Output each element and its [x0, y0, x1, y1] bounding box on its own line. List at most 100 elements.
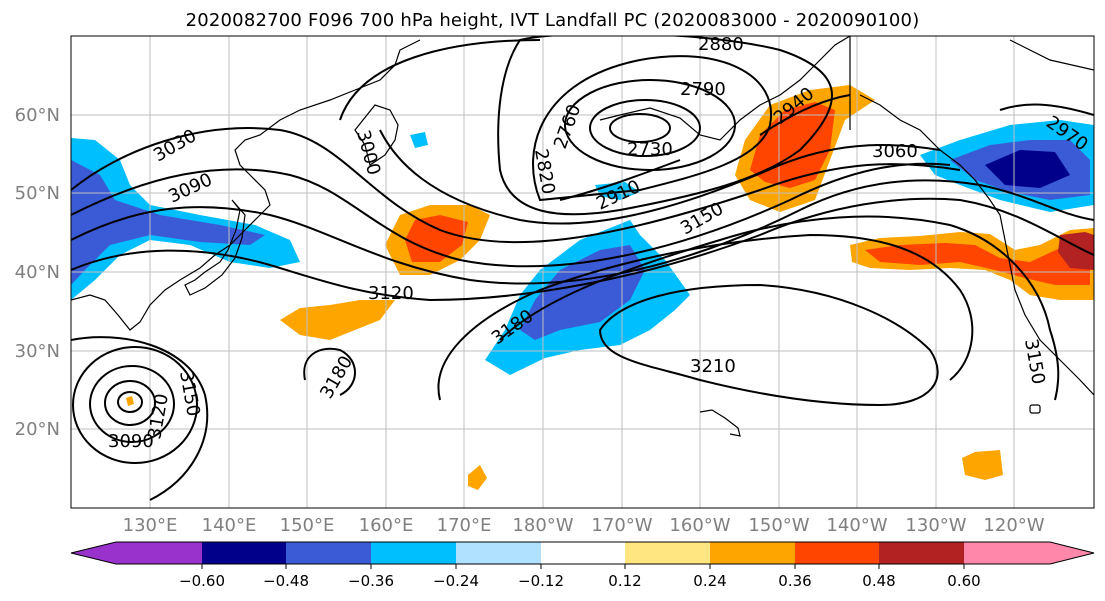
typhoon-ring-1 — [117, 391, 143, 413]
contour-3060 — [71, 162, 951, 268]
contour-low-center-1 — [609, 113, 671, 143]
colorbar-bin — [541, 542, 625, 564]
contour-3180 — [437, 233, 974, 401]
lon-label: 160°W — [669, 515, 730, 536]
pos-region-eastpacific-core — [865, 243, 1090, 285]
colorbar-tick-label: 0.24 — [693, 572, 726, 590]
colorbar-ticks — [201, 564, 965, 569]
contour-3030 — [71, 127, 961, 244]
neg-region-east-max — [985, 150, 1070, 188]
typhoon-ring-4 — [72, 346, 198, 464]
contour-3150 — [499, 215, 1060, 401]
contour-2970 — [999, 103, 1094, 116]
lon-label: 180°W — [512, 515, 573, 536]
colorbar-bin — [456, 542, 541, 564]
contour-label: 2880 — [698, 34, 744, 55]
height-contours — [71, 36, 1094, 501]
coast-alaska — [599, 36, 851, 141]
colorbar-tick-labels: −0.60 −0.48 −0.36 −0.24 −0.12 0.12 0.24 … — [179, 572, 981, 590]
lat-label: 50°N — [15, 183, 60, 204]
colorbar-tick-label: 0.12 — [608, 572, 641, 590]
colorbar-bin — [116, 542, 202, 564]
lon-label: 150°W — [748, 515, 809, 536]
neg-region-alaska-spot — [410, 132, 428, 148]
contour-3120 — [71, 197, 1094, 302]
typhoon-ring-2 — [104, 380, 156, 426]
contour-3090 — [71, 179, 1094, 285]
lon-label: 140°W — [826, 515, 887, 536]
colorbar-bin — [710, 542, 795, 564]
pos-region-hawaii-south — [962, 450, 1003, 480]
lon-label: 130°W — [905, 515, 966, 536]
island-small-1 — [1029, 404, 1041, 414]
pos-region-southwest — [280, 300, 395, 340]
contour-2910 — [559, 159, 681, 201]
colorbar-tick-label: −0.24 — [433, 572, 479, 590]
coast-north-america — [859, 94, 1094, 396]
contour-3210 — [598, 283, 939, 407]
lat-label: 20°N — [15, 419, 60, 440]
pos-region-midpacific-core — [405, 215, 468, 262]
coastlines — [71, 36, 1094, 437]
colorbar-outline — [70, 541, 1095, 565]
colorbar-tick-label: 0.36 — [778, 572, 811, 590]
border-west — [1009, 39, 1094, 71]
contour-label: 2730 — [627, 139, 673, 160]
colorbar-tick-label: −0.36 — [348, 572, 394, 590]
contour-label: 3210 — [690, 356, 736, 377]
lat-label: 60°N — [15, 105, 60, 126]
contour-label: 3060 — [872, 141, 918, 162]
neg-region-west-core — [71, 160, 265, 285]
colorbar-bin — [286, 542, 371, 564]
contour-low-center-2 — [589, 99, 701, 157]
typhoon-ring-3 — [89, 365, 175, 443]
lon-label: 130°E — [123, 515, 178, 536]
coast-japan — [184, 199, 246, 296]
colorbar-tick-label: −0.12 — [518, 572, 564, 590]
coast-kamchatka — [354, 104, 399, 166]
colorbar-tick-label: 0.48 — [862, 572, 895, 590]
longitude-labels: 130°E 140°E 150°E 160°E 170°E 180°W 170°… — [123, 515, 1045, 536]
lat-label: 30°N — [15, 341, 60, 362]
lon-label: 140°E — [202, 515, 257, 536]
colorbar: −0.60 −0.48 −0.36 −0.24 −0.12 0.12 0.24 … — [70, 541, 1095, 590]
colorbar-bin — [964, 542, 1050, 564]
lon-label: 170°W — [591, 515, 652, 536]
map-frame — [70, 35, 1095, 509]
pos-region-small-south — [468, 465, 487, 490]
colorbar-bin — [625, 542, 710, 564]
contour-2940 — [759, 94, 851, 136]
contour-label: 3090 — [108, 431, 154, 452]
neg-region-central-core — [520, 245, 645, 340]
contour-3000 — [339, 39, 941, 225]
lon-label: 160°E — [359, 515, 414, 536]
contour-label: 2790 — [680, 79, 726, 100]
map-layers: 2880 2790 2820 2760 2730 2940 3030 3000 … — [71, 34, 1094, 508]
colorbar-right-extend — [1050, 542, 1094, 564]
coast-asia — [71, 39, 421, 331]
contour-3180-south — [303, 347, 356, 396]
colorbar-tick-label: −0.60 — [179, 572, 225, 590]
colorbar-bin — [795, 542, 879, 564]
contour-2820 — [532, 55, 773, 202]
lat-label: 40°N — [15, 262, 60, 283]
lon-label: 150°E — [280, 515, 335, 536]
latitude-labels: 60°N 50°N 40°N 30°N 20°N — [15, 105, 60, 440]
colorbar-bin — [202, 542, 286, 564]
contour-low-center-3 — [564, 79, 736, 171]
lon-label: 170°E — [437, 515, 492, 536]
coast-hawaii — [699, 409, 741, 437]
contour-3150-west — [71, 336, 209, 501]
figure-title: 2020082700 F096 700 hPa height, IVT Land… — [185, 10, 920, 31]
contour-label: 3120 — [368, 283, 414, 304]
neg-region-west — [71, 138, 300, 300]
colorbar-left-extend — [71, 542, 116, 564]
colorbar-bin — [879, 542, 964, 564]
pos-region-typhoon-eye — [126, 396, 134, 406]
colorbar-tick-label: −0.48 — [263, 572, 309, 590]
colorbar-tick-label: 0.60 — [947, 572, 980, 590]
lon-label: 120°W — [983, 515, 1044, 536]
ivt-negative-shading — [71, 120, 1094, 375]
